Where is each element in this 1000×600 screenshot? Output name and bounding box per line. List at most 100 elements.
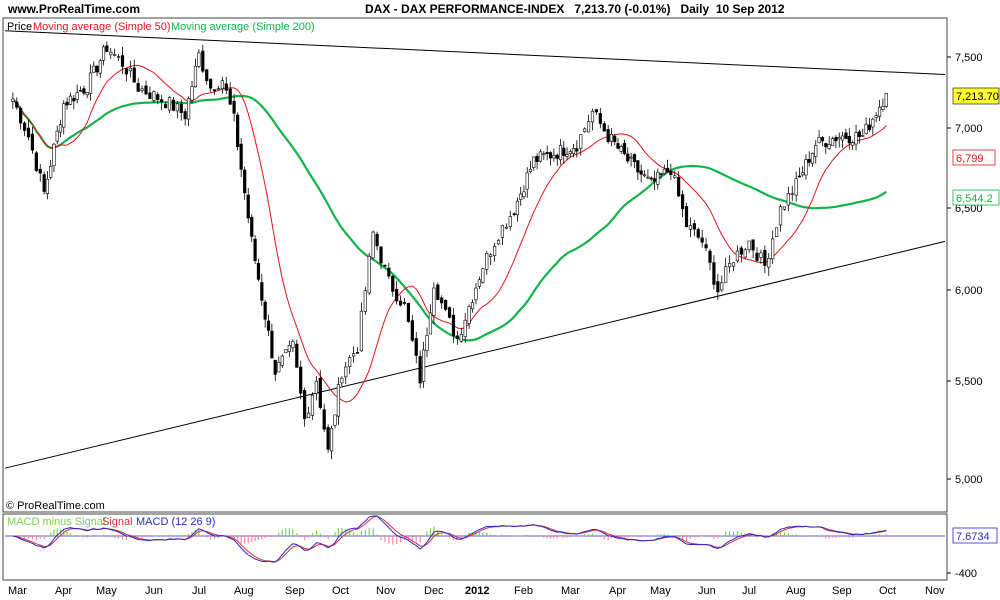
price-bar xyxy=(322,403,326,432)
macd-panel[interactable] xyxy=(2,513,948,581)
bar-body xyxy=(30,133,35,151)
price-bar xyxy=(542,151,546,160)
bar-body xyxy=(467,306,471,324)
price-bar xyxy=(266,314,271,337)
price-bar xyxy=(306,406,311,419)
bar-body xyxy=(735,250,740,262)
bar-body xyxy=(253,238,257,261)
macd-last-label: 7.6734 xyxy=(956,531,990,543)
price-bar xyxy=(508,210,512,231)
price-bar xyxy=(120,46,125,75)
price-bar xyxy=(105,41,109,53)
bar-body xyxy=(128,67,132,72)
bar-body xyxy=(684,206,689,228)
bar-body xyxy=(565,154,569,157)
bar-body xyxy=(568,151,572,155)
price-bar xyxy=(619,144,623,154)
price-bar xyxy=(116,53,121,61)
bar-body xyxy=(136,83,140,92)
price-bar xyxy=(38,163,42,182)
bar-body xyxy=(496,240,501,245)
price-bar xyxy=(197,49,201,69)
price-bar xyxy=(774,227,779,238)
price-bar xyxy=(220,76,224,94)
price-bar xyxy=(590,108,595,131)
bar-body xyxy=(720,282,724,291)
bar-body xyxy=(665,167,670,173)
price-bar xyxy=(864,117,868,135)
bar-body xyxy=(755,252,759,261)
bar-body xyxy=(113,54,117,56)
price-bar xyxy=(82,85,86,96)
bar-body xyxy=(156,94,160,101)
price-bar xyxy=(844,128,848,139)
price-bar xyxy=(72,95,76,110)
bar-body xyxy=(814,145,818,157)
price-bar xyxy=(712,255,716,290)
price-bar xyxy=(874,112,878,123)
price-bar xyxy=(418,350,422,389)
price-bar xyxy=(613,133,617,146)
price-bar xyxy=(250,214,254,243)
bar-body xyxy=(58,124,63,133)
bar-body xyxy=(425,335,429,351)
price-bar xyxy=(485,250,489,275)
price-bar xyxy=(632,153,637,169)
price-bar xyxy=(232,94,236,122)
bar-body xyxy=(847,135,851,144)
price-bar xyxy=(854,124,858,151)
price-bar xyxy=(602,121,606,132)
bar-body xyxy=(782,206,787,210)
price-bar xyxy=(336,377,341,425)
price-bar xyxy=(11,92,15,109)
price-bar xyxy=(642,170,647,178)
trendline xyxy=(4,240,946,469)
price-bar xyxy=(432,282,436,325)
price-bar xyxy=(152,90,156,104)
price-bar xyxy=(817,130,821,144)
bar-body xyxy=(367,255,371,294)
site-url[interactable]: www.ProRealTime.com xyxy=(8,2,141,16)
bar-body xyxy=(874,115,878,118)
price-bar xyxy=(440,295,444,309)
copyright: © ProRealTime.com xyxy=(6,500,105,512)
bar-body xyxy=(55,130,59,142)
price-bar xyxy=(684,202,689,228)
bar-body xyxy=(562,147,566,156)
bar-body xyxy=(260,282,264,301)
bar-body xyxy=(418,356,422,384)
bar-body xyxy=(243,169,247,194)
bar-body xyxy=(351,353,356,357)
bar-body xyxy=(220,80,224,90)
bar-body xyxy=(794,178,798,196)
price-bar xyxy=(387,262,391,280)
x-tick-label: Oct xyxy=(332,585,349,597)
price-bar xyxy=(512,212,516,217)
bar-body xyxy=(22,122,27,131)
price-bar xyxy=(190,81,194,104)
macd-line xyxy=(12,515,887,563)
bar-body xyxy=(884,93,888,107)
bar-body xyxy=(228,88,232,105)
x-tick-label: Feb xyxy=(514,585,533,597)
price-bar xyxy=(837,132,841,148)
bar-body xyxy=(606,129,610,142)
y-tick-label: 5,000 xyxy=(955,474,983,486)
price-bar xyxy=(477,276,482,289)
price-bar xyxy=(579,134,583,156)
bar-body xyxy=(212,89,217,92)
price-bar xyxy=(680,190,685,218)
bar-body xyxy=(256,262,261,280)
bar-body xyxy=(629,156,633,159)
price-bar xyxy=(459,327,463,343)
bar-body xyxy=(459,334,463,342)
price-bar xyxy=(586,114,591,133)
price-bar xyxy=(659,172,663,179)
bar-body xyxy=(867,124,872,130)
bar-body xyxy=(739,247,743,255)
bar-body xyxy=(26,127,31,138)
price-bar xyxy=(395,280,399,305)
bar-body xyxy=(827,144,831,149)
price-bar xyxy=(571,144,576,158)
